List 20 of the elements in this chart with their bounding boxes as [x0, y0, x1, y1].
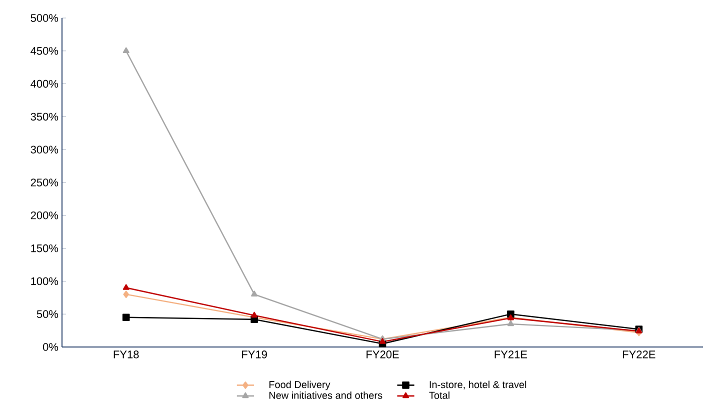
y-tick-label: 450% [30, 47, 58, 55]
x-tick-label: FY20E [366, 350, 399, 358]
x-tick-label: FY22E [623, 350, 656, 358]
y-tick-label: 0% [42, 343, 58, 351]
y-tick-label: 350% [30, 112, 58, 121]
legend-label: Total [429, 392, 450, 399]
y-tick-label: 300% [30, 146, 58, 154]
legend-label: New initiatives and others [269, 392, 382, 399]
legend-label: In-store, hotel & travel [430, 380, 526, 390]
x-tick-label: FY18 [114, 350, 139, 358]
y-tick-label: 500% [30, 14, 58, 22]
y-tick-label: 100% [31, 277, 58, 286]
y-tick-label: 50% [36, 310, 58, 318]
y-tick-label: 400% [30, 80, 58, 88]
y-tick-label: 150% [31, 244, 58, 252]
x-tick-label: FY19 [242, 350, 267, 358]
y-tick-label: 250% [30, 178, 58, 186]
legend-label: Food Delivery [269, 380, 330, 390]
x-tick-label: FY21E [494, 350, 528, 358]
y-tick-label: 200% [30, 212, 58, 220]
